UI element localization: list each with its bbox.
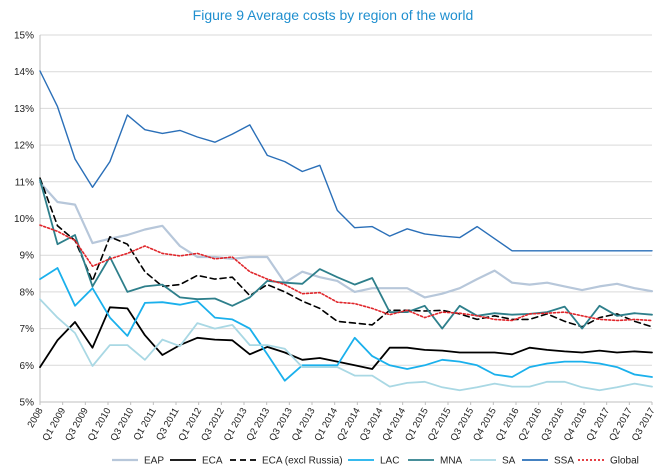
y-tick-label: 6% bbox=[20, 361, 35, 372]
legend-label: MNA bbox=[440, 456, 463, 467]
series-line-eca-excl-russia bbox=[39, 177, 653, 328]
legend-label: LAC bbox=[380, 456, 399, 467]
y-tick-label: 12% bbox=[14, 141, 34, 152]
legend-label: EAP bbox=[144, 456, 164, 467]
series-line-ssa bbox=[39, 70, 653, 252]
y-tick-label: 14% bbox=[14, 67, 34, 78]
legend: EAP ECA ECA (excl Russia) LAC MNA SA SSA Global bbox=[112, 456, 639, 467]
legend-label: Global bbox=[610, 456, 639, 467]
legend-item: ECA bbox=[170, 456, 223, 467]
y-tick-label: 10% bbox=[14, 214, 34, 225]
legend-item: Global bbox=[578, 456, 639, 467]
legend-label: ECA bbox=[202, 456, 223, 467]
y-tick-label: 7% bbox=[20, 324, 35, 335]
y-tick-label: 13% bbox=[14, 104, 34, 115]
chart-title: Figure 9 Average costs by region of the … bbox=[193, 7, 474, 23]
y-tick-label: 8% bbox=[20, 287, 35, 298]
legend-item: SSA bbox=[522, 456, 574, 467]
y-tick-label: 9% bbox=[20, 251, 35, 262]
legend-item: SA bbox=[470, 456, 516, 467]
legend-item: ECA (excl Russia) bbox=[230, 456, 343, 467]
series-line-eap bbox=[38, 181, 654, 299]
legend-label: SA bbox=[502, 456, 516, 467]
series-line-lac bbox=[39, 267, 653, 382]
y-tick-label: 11% bbox=[15, 177, 34, 188]
x-tick-label: 2008 bbox=[26, 406, 46, 430]
series-line-sa bbox=[39, 298, 653, 392]
legend-label: ECA (excl Russia) bbox=[262, 456, 343, 467]
y-tick-label: 5% bbox=[20, 398, 35, 409]
y-tick-label: 15% bbox=[14, 31, 34, 42]
legend-item: EAP bbox=[112, 456, 164, 467]
series-line-mna bbox=[39, 179, 653, 330]
series-line-eca bbox=[39, 306, 653, 370]
y-axis: 5% 6% 7% 8% 9% 10% 11% 12% 13% 14% 15% bbox=[14, 31, 652, 409]
legend-item: LAC bbox=[348, 456, 399, 467]
legend-item: MNA bbox=[408, 456, 463, 467]
series-line-global bbox=[39, 224, 653, 322]
series-lines bbox=[38, 70, 654, 392]
legend-label: SSA bbox=[554, 456, 574, 467]
